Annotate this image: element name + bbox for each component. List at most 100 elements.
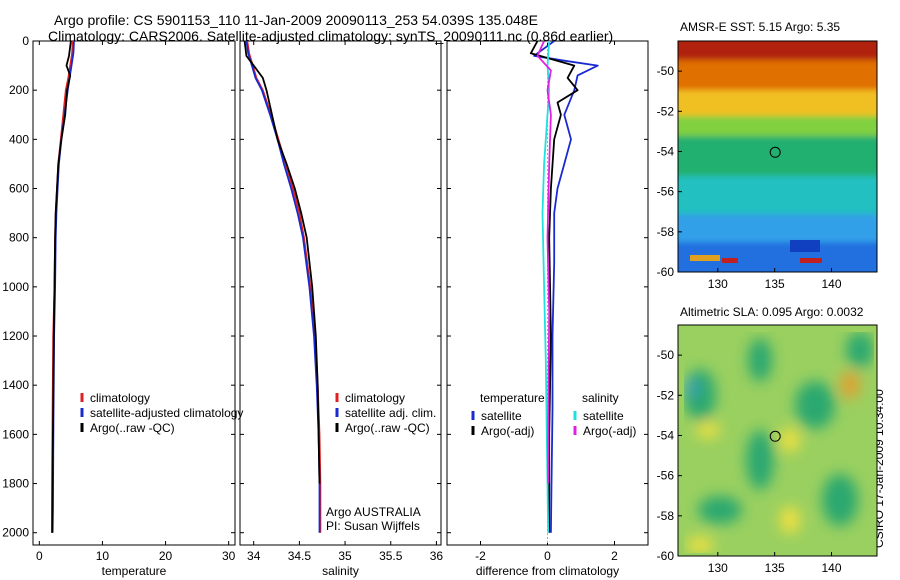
sla-high-5 <box>780 506 800 534</box>
legend-entry: satellite-adjusted climatology <box>90 406 243 420</box>
legend-entry: climatology <box>90 391 150 405</box>
sla-lat-label: -60 <box>657 549 675 563</box>
depth-tick-label: 2000 <box>2 526 29 540</box>
salinity-series-argo-raw-qc <box>243 40 321 484</box>
legend-entry: Argo(..raw -QC) <box>90 421 175 435</box>
legend-entry: climatology <box>345 391 405 405</box>
sla-lat-label: -50 <box>657 348 675 362</box>
sla-low-6 <box>822 474 858 526</box>
salinity-plot-frame <box>239 40 442 546</box>
depth-tick-label: 800 <box>9 231 29 245</box>
legend-entry: Argo(..raw -QC) <box>345 421 430 435</box>
float-annotation: PI: Susan Wijffels <box>326 519 420 533</box>
sst-band-light-blue <box>678 214 877 244</box>
sla-low-2 <box>748 338 772 382</box>
depth-tick-label: 0 <box>22 34 29 48</box>
sst-lat-label: -52 <box>657 104 675 118</box>
difference-series-temperature-argo-adj <box>529 40 579 533</box>
sst-map-frame <box>677 40 878 273</box>
sst-lat-label: -60 <box>657 265 675 279</box>
legend-entry: Argo(-adj) <box>583 424 636 438</box>
sla-high-2 <box>840 371 860 399</box>
salinity-panel: 34 34.5 35 35.5 36 salinity climatologysatelli… <box>239 40 443 578</box>
sla-deep-low <box>684 378 700 398</box>
depth-tick-label: 1600 <box>2 427 29 441</box>
sla-lat-label: -54 <box>657 428 675 442</box>
depth-tick-label: 1000 <box>2 280 29 294</box>
salinity-xlabel: salinity <box>322 564 359 578</box>
temperature-series-argo-raw-qc <box>51 40 72 533</box>
sla-lat-label: -58 <box>657 509 675 523</box>
legend-entry: satellite <box>481 409 522 423</box>
sst-hot-patch-east <box>800 258 822 263</box>
sst-lat-label: -56 <box>657 185 675 199</box>
temperature-plot-frame <box>32 40 236 546</box>
sst-band-warm <box>678 60 877 92</box>
sla-low-5 <box>698 496 742 524</box>
sst-panel-title: AMSR-E SST: 5.15 Argo: 5.35 <box>680 20 841 34</box>
depth-tick-label: 600 <box>9 182 29 196</box>
legend-header-salinity: salinity <box>582 391 619 405</box>
sla-low-3 <box>795 381 835 429</box>
sst-float-marker <box>769 146 781 158</box>
sst-lon-label: 135 <box>765 277 785 291</box>
sla-lat-label: -56 <box>657 469 675 483</box>
sst-lat-label: -58 <box>657 225 675 239</box>
difference-series-salinity-argo-adj <box>536 40 552 484</box>
sla-high-4 <box>686 537 714 553</box>
salinity-xtick-label: 35.5 <box>379 549 403 563</box>
difference-series-temperature-satellite <box>533 40 599 533</box>
sst-cold-patch <box>790 240 820 252</box>
sst-map <box>677 40 878 273</box>
sst-band-north <box>678 41 877 63</box>
sla-lat-label: -52 <box>657 388 675 402</box>
salinity-xtick-label: 34.5 <box>288 549 312 563</box>
temperature-panel: 0 200 400 600 800 1000 1200 1400 1600 1800 2000 0 10… <box>2 34 243 578</box>
salinity-xtick-label: 34 <box>247 549 261 563</box>
salinity-xtick-label: 35 <box>338 549 352 563</box>
figure-title-line1: Argo profile: CS 5901153_110 11-Jan-2009… <box>54 12 538 28</box>
salinity-series-satellite-adj-clim <box>245 40 321 533</box>
depth-tick-label: 200 <box>9 83 29 97</box>
sst-band-blue <box>678 242 877 272</box>
legend-entry: satellite adj. clim. <box>345 406 436 420</box>
sst-band-transition <box>678 116 877 138</box>
sst-warm-patch <box>690 255 720 261</box>
depth-tick-label: 1200 <box>2 329 29 343</box>
sla-high-1 <box>696 422 720 438</box>
sst-lat-label: -50 <box>657 64 675 78</box>
temperature-xtick-label: 0 <box>36 549 43 563</box>
sst-lon-label: 130 <box>708 277 728 291</box>
depth-tick-label: 400 <box>9 132 29 146</box>
sla-float-marker <box>769 430 781 442</box>
sst-lat-label: -54 <box>657 144 675 158</box>
sla-map <box>677 324 878 557</box>
figure-title-line2: Climatology: CARS2006. Satellite-adjuste… <box>48 28 614 44</box>
float-annotation: Argo AUSTRALIA <box>326 505 421 519</box>
sst-band-mid <box>678 90 877 118</box>
sst-band-cyan <box>678 176 877 216</box>
legend-entry: Argo(-adj) <box>481 424 534 438</box>
temperature-xtick-label: 30 <box>222 549 236 563</box>
depth-tick-label: 1800 <box>2 477 29 491</box>
sla-low-7 <box>846 332 874 368</box>
sla-high-3 <box>780 428 800 452</box>
sla-lon-label: 130 <box>708 561 728 575</box>
temperature-xtick-label: 20 <box>159 549 173 563</box>
sla-map-frame <box>677 324 878 557</box>
temperature-xtick-label: 10 <box>96 549 110 563</box>
sst-hot-patch <box>722 258 738 263</box>
sla-panel-title: Altimetric SLA: 0.095 Argo: 0.0032 <box>680 305 864 319</box>
difference-xtick-label: 2 <box>611 549 618 563</box>
temperature-xlabel: temperature <box>102 564 167 578</box>
difference-xtick-label: -2 <box>475 549 486 563</box>
sla-low-4 <box>746 430 774 490</box>
sla-lon-label: 140 <box>821 561 841 575</box>
depth-tick-label: 1400 <box>2 378 29 392</box>
map-axes: 130 135 140 -50 -52 -54 -56 -58 -60 130 135 140 -50 -… <box>657 64 842 575</box>
sla-lon-label: 135 <box>765 561 785 575</box>
sst-lon-label: 140 <box>821 277 841 291</box>
legend-entry: satellite <box>583 409 624 423</box>
